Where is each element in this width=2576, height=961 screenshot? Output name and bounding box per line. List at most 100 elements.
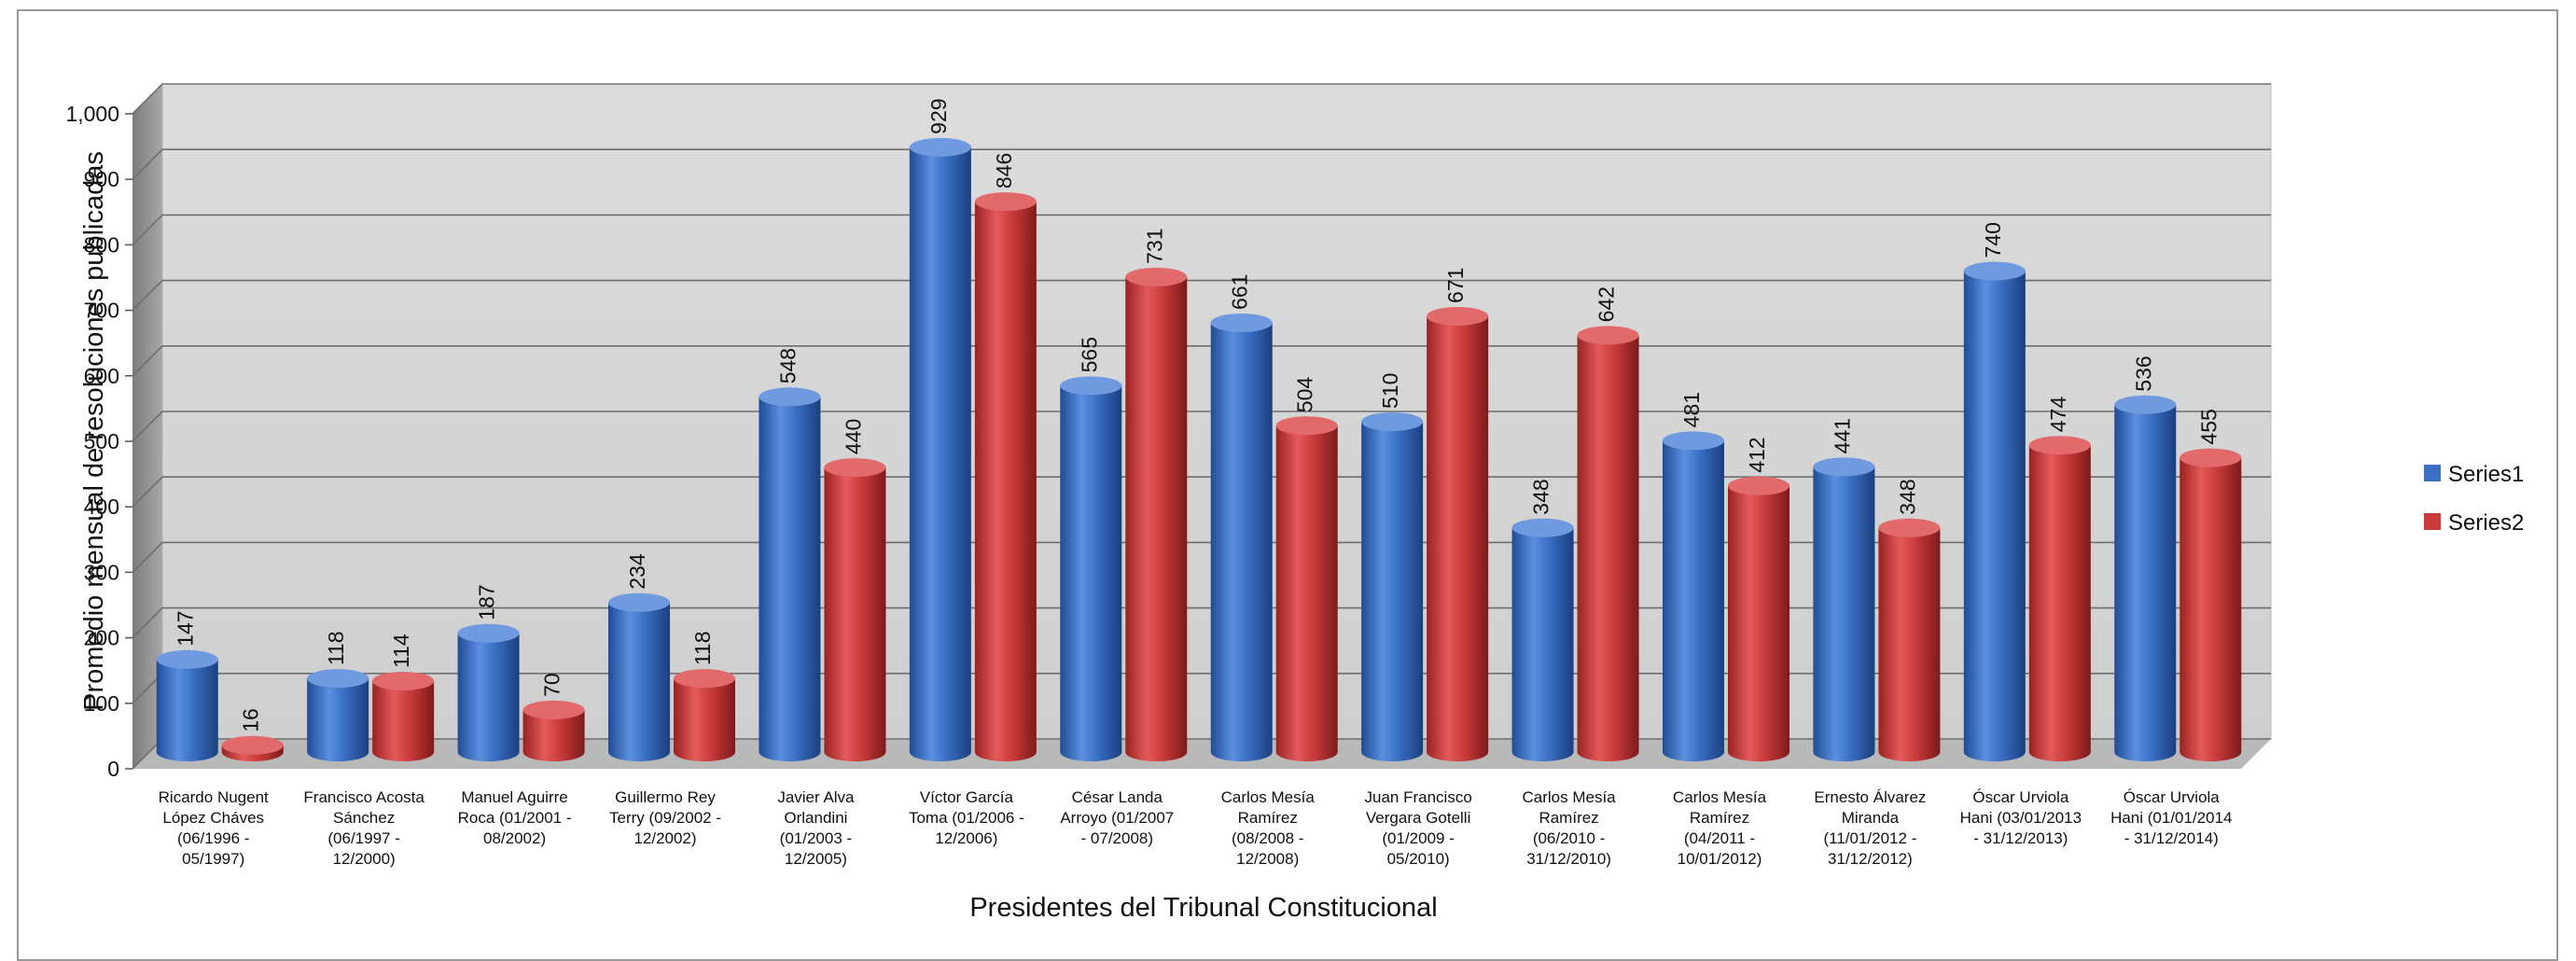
bar-series2: 412 (1728, 437, 1789, 761)
bar-top (1361, 411, 1424, 431)
bar-series1: 147 (156, 610, 218, 761)
bar-top (909, 137, 971, 157)
bar-series2: 455 (2179, 409, 2242, 761)
x-tick-label: Francisco Acosta Sánchez (06/1997 -12/2000… (303, 788, 425, 868)
data-label: 440 (841, 419, 865, 454)
chart-frame: 0 100 200 300 400 500 600 700 800 900 1,000 147 118… (17, 9, 2558, 961)
bar-top (2028, 436, 2091, 455)
x-axis-title: Presidentes del Tribunal Constitucional (969, 893, 1437, 923)
bar-series2: 504 (1275, 377, 1338, 761)
bar-series2: 70 (522, 673, 585, 761)
x-tick-label: Ricardo Nugent López Cháves (06/1996 -05/1… (159, 788, 269, 868)
bar-series1: 536 (2114, 355, 2177, 761)
bar-body (1275, 425, 1338, 761)
bar-body (909, 146, 971, 762)
bar-series2: 348 (1878, 479, 1941, 761)
bar-body (674, 678, 735, 761)
bar-top (1728, 476, 1789, 495)
gridline (132, 83, 2271, 115)
bar-top (2114, 395, 2177, 414)
data-label: 661 (1228, 274, 1252, 310)
bar-top (1663, 431, 1724, 451)
bar-series2: 440 (824, 419, 886, 761)
data-label: 510 (1378, 373, 1402, 409)
data-label: 731 (1142, 228, 1166, 263)
data-label: 118 (324, 631, 348, 665)
x-tick-label: Javier Alva Orlandini (01/2003 -12/2005) (777, 788, 855, 868)
bar-series1: 510 (1361, 373, 1424, 761)
bar-series2: 671 (1427, 268, 1489, 761)
data-label: 118 (690, 631, 715, 665)
bar-body (2114, 404, 2177, 761)
bar-series1: 118 (307, 631, 369, 761)
bar-body (1663, 440, 1724, 761)
bar-series2: 642 (1577, 286, 1639, 761)
y-axis-title: Promedio mensual de resoluciones publica… (79, 151, 109, 711)
bar-body (2028, 445, 2091, 761)
y-tick-label: 400 (84, 494, 119, 519)
bar-body (824, 467, 886, 761)
data-label: 70 (540, 673, 564, 697)
x-tick-label: Óscar Urviola Hani (01/01/2014- 31/12/201… (2110, 788, 2232, 847)
bar-series2: 731 (1125, 228, 1188, 761)
data-label: 455 (2196, 409, 2221, 444)
bar-top (1511, 518, 1574, 537)
x-tick-label: Víctor García Toma (01/2006 -12/2006) (909, 788, 1024, 847)
gridline (132, 148, 2271, 180)
bar-series2: 474 (2028, 397, 2091, 761)
data-label: 147 (174, 610, 198, 646)
y-tick-label: 100 (84, 691, 119, 716)
x-tick-label: Juan Francisco Vergara Gotelli (01/2009 -0… (1365, 788, 1472, 868)
data-label: 16 (239, 708, 263, 732)
bar-top (1963, 261, 2026, 281)
x-tick-label: César Landa Arroyo (01/2007- 07/2008) (1060, 788, 1174, 847)
bar-top (457, 623, 520, 643)
data-label: 536 (2131, 355, 2155, 391)
bar-body (1963, 271, 2026, 761)
bar-body (1813, 467, 1875, 761)
bar-series1: 234 (608, 553, 670, 761)
legend-label: Series1 (2448, 462, 2524, 487)
bar-top (1427, 306, 1489, 326)
bar-series1: 565 (1060, 337, 1122, 761)
bar-series2: 118 (674, 631, 735, 761)
bar-body (2179, 457, 2242, 761)
bar-top (759, 387, 821, 407)
data-label: 504 (1293, 377, 1317, 413)
bar-series1: 929 (909, 98, 971, 762)
gridline (132, 411, 2271, 442)
data-label: 642 (1594, 286, 1619, 322)
bar-top (674, 669, 735, 689)
gridline (132, 279, 2271, 312)
bar-top (1275, 416, 1338, 436)
bar-top (1210, 313, 1273, 332)
gridline (132, 214, 2271, 245)
x-tick-label: Carlos Mesía Ramírez (08/2008 -12/2008) (1221, 788, 1316, 868)
bar-top (1878, 518, 1941, 537)
bar-top (307, 669, 369, 689)
x-tick-label: Óscar Urviola Hani (03/01/2013- 31/12/201… (1960, 788, 2082, 847)
bar-top (1060, 376, 1122, 396)
data-label: 565 (1077, 337, 1101, 372)
legend: Series1 Series2 (2424, 462, 2524, 536)
bar-body (1361, 421, 1424, 761)
bar-series1: 740 (1963, 222, 2026, 761)
bar-series2: 16 (221, 708, 284, 761)
bar-series1: 187 (457, 584, 520, 761)
data-label: 474 (2046, 397, 2070, 433)
bar-series1: 481 (1663, 392, 1724, 761)
data-label: 548 (775, 348, 800, 383)
data-label: 740 (1981, 222, 2005, 258)
data-label: 846 (992, 153, 1016, 188)
bar-top (1577, 326, 1639, 345)
data-label: 114 (389, 634, 413, 668)
gridline (132, 344, 2271, 377)
x-tick-label: Guillermo Rey Terry (09/2002 -12/2002) (609, 788, 721, 847)
data-label: 412 (1745, 437, 1769, 472)
data-label: 671 (1443, 268, 1468, 303)
bar-body (1060, 385, 1122, 761)
y-tick-label: 900 (84, 167, 119, 191)
bar-body (1125, 276, 1188, 761)
x-tick-label: Ernesto Álvarez Miranda (11/01/2012 -31/12… (1814, 788, 1926, 868)
bar-top (522, 700, 585, 719)
